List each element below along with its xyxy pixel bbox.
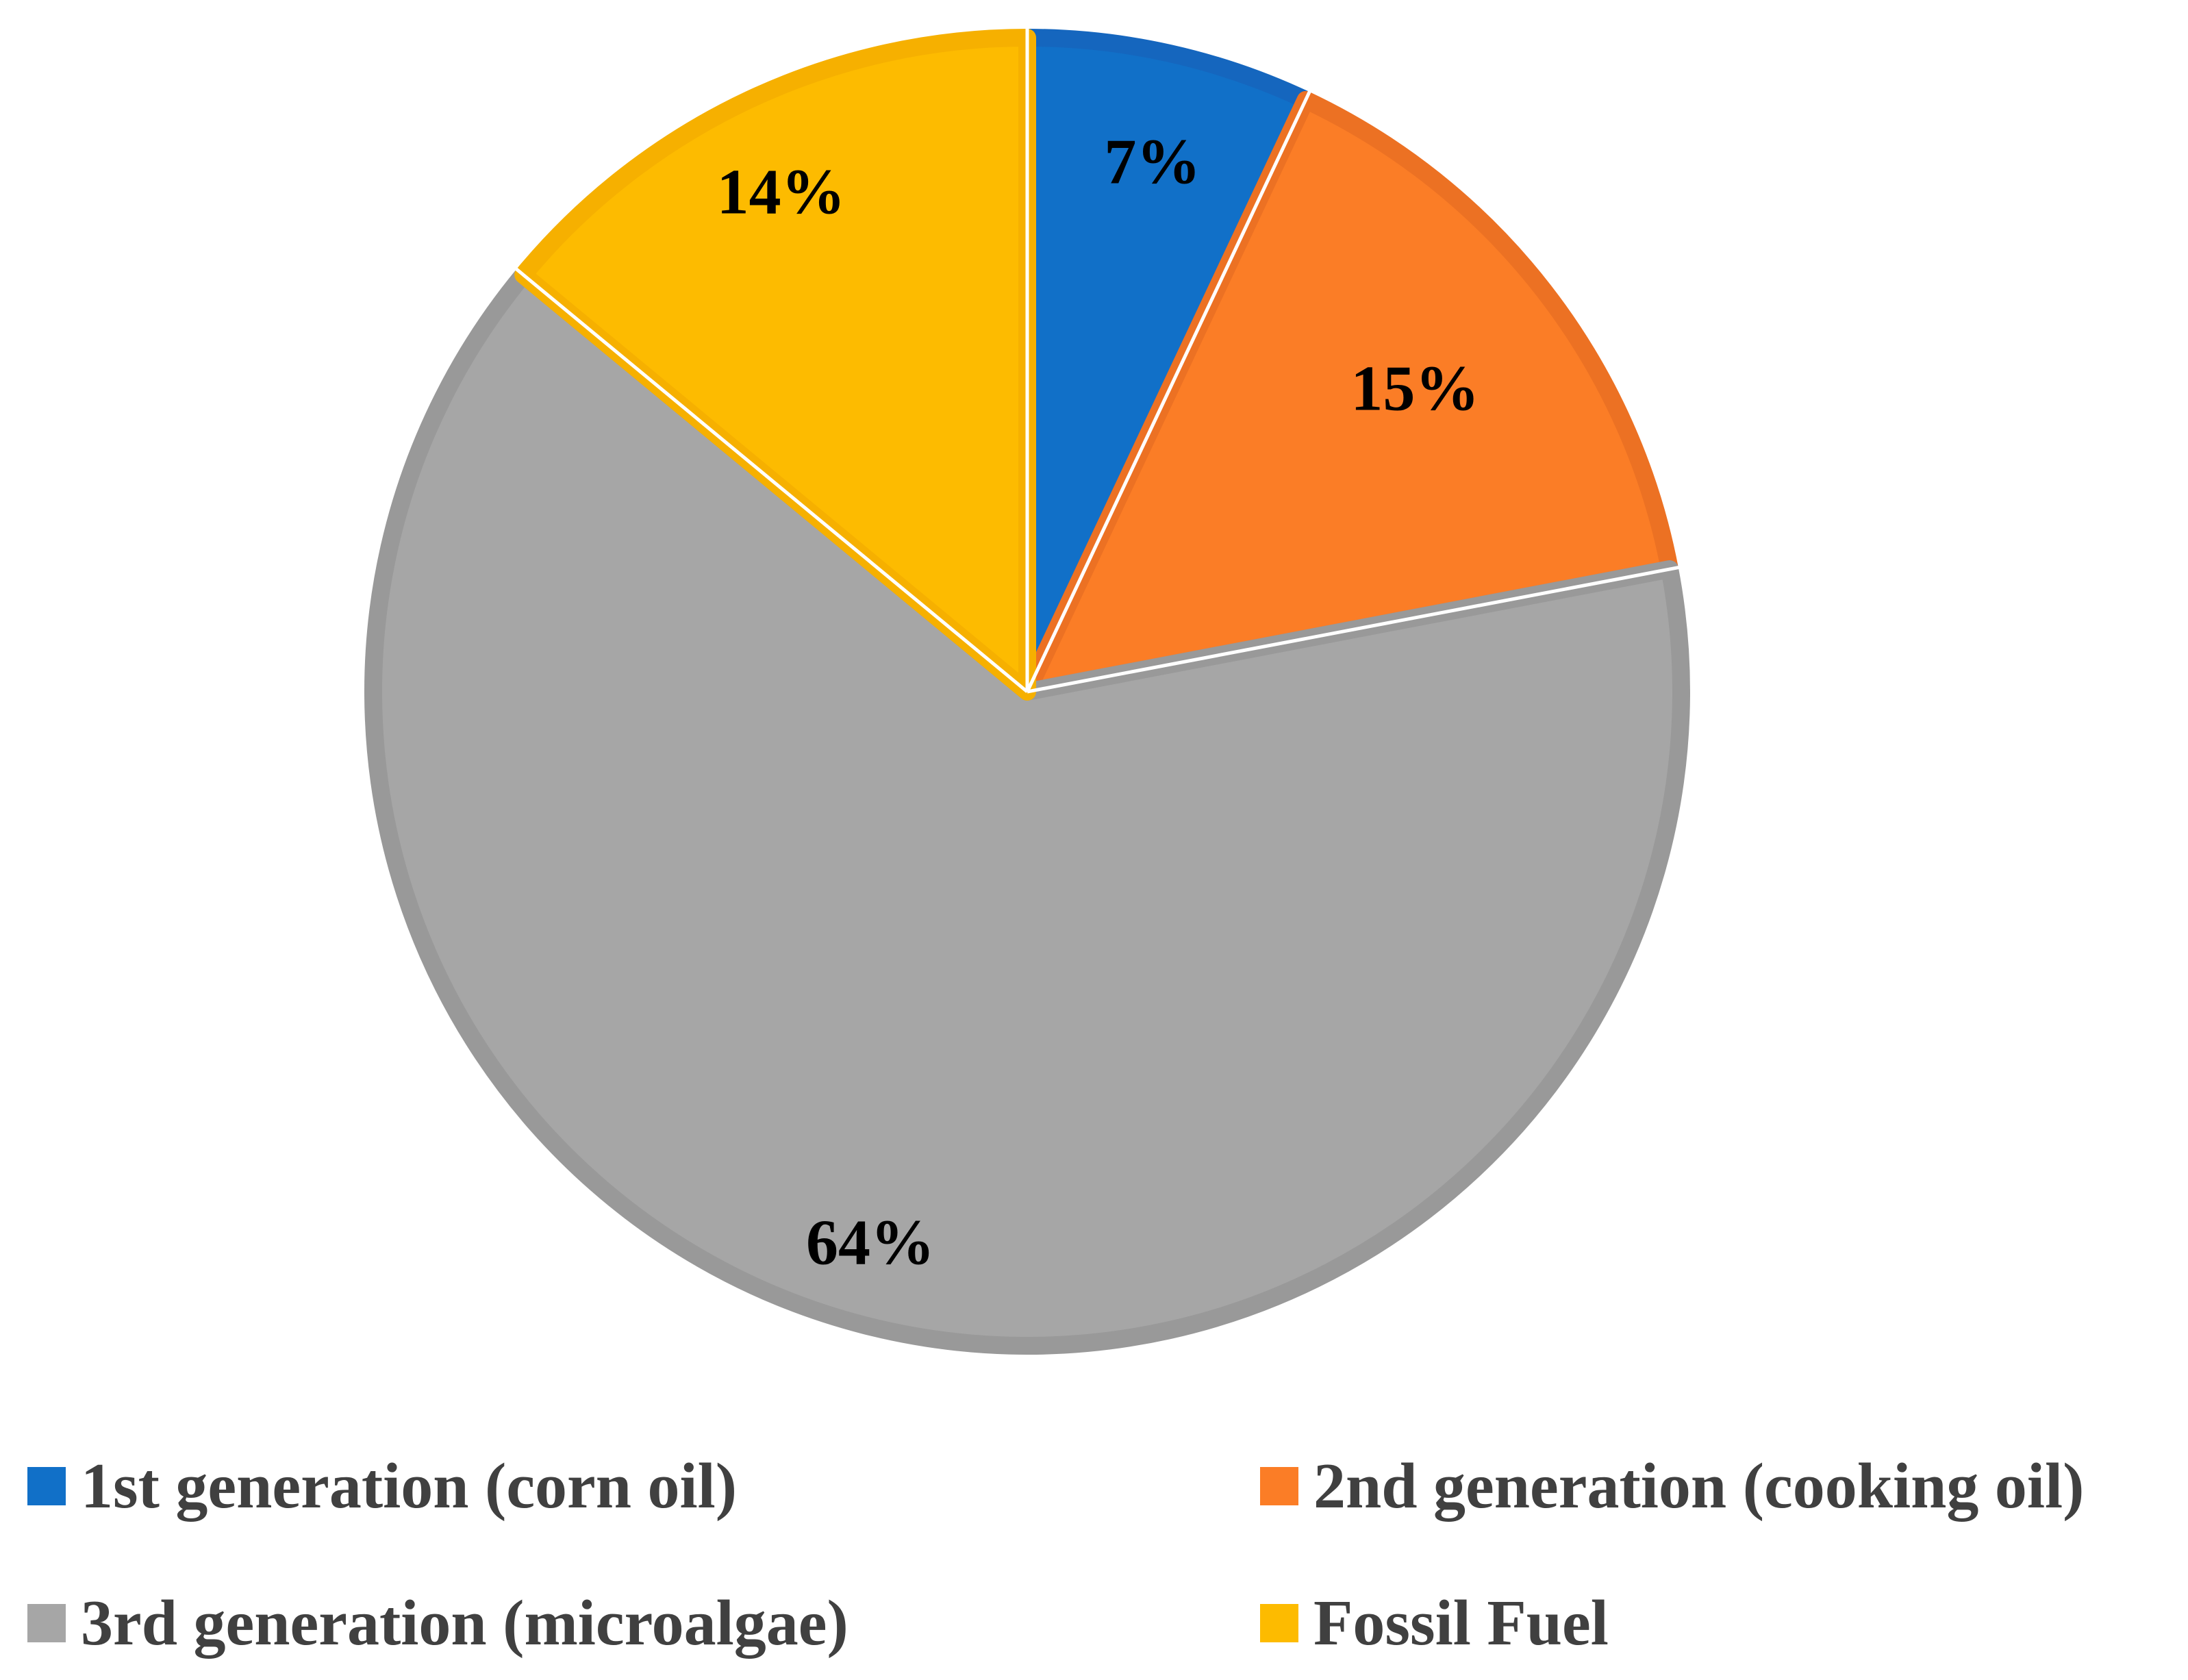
legend-item-fossil-fuel: Fossil Fuel — [1260, 1582, 1609, 1664]
data-label-1st-generation: 7% — [1104, 126, 1200, 197]
pie-slice-fossil-fuel — [514, 29, 1036, 701]
slice-separator — [1025, 90, 1311, 693]
data-label-fossil-fuel: 14% — [717, 157, 846, 228]
pie-slice-3rd-generation — [364, 266, 1690, 1355]
legend-item-2nd-generation: 2nd generation (cooking oil) — [1260, 1445, 2084, 1527]
legend-label: 2nd generation (cooking oil) — [1313, 1451, 2085, 1522]
legend-swatch — [27, 1467, 66, 1505]
legend-label: 3rd generation (microalgae) — [81, 1588, 848, 1659]
slice-separator — [1027, 565, 1680, 694]
data-label-2nd-generation: 15% — [1350, 353, 1479, 424]
legend-swatch — [1260, 1467, 1298, 1505]
slice-separator — [514, 267, 1029, 693]
legend-swatch — [1260, 1604, 1298, 1642]
pie-slice-2nd-generation — [1018, 90, 1679, 701]
data-label-3rd-generation: 64% — [806, 1207, 935, 1279]
legend-item-3rd-generation: 3rd generation (microalgae) — [27, 1582, 848, 1664]
chart-legend: 1st generation (corn oil) 2nd generation… — [0, 1411, 2188, 1680]
legend-swatch — [27, 1604, 66, 1642]
legend-label: Fossil Fuel — [1313, 1588, 1609, 1659]
legend-label: 1st generation (corn oil) — [81, 1451, 738, 1522]
legend-item-1st-generation: 1st generation (corn oil) — [27, 1445, 737, 1527]
